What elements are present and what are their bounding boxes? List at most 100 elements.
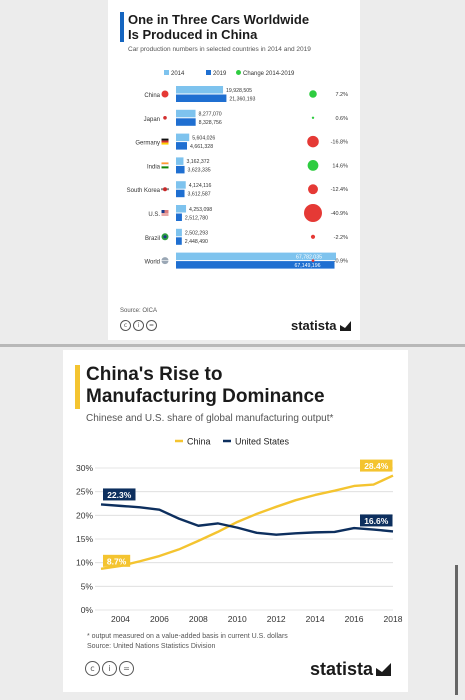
bar-label-2014: 67,782,035 [296, 254, 322, 260]
bar-2014 [176, 86, 224, 94]
statista-logo: statista [310, 659, 392, 680]
title-accent-bar [75, 365, 80, 409]
brazil-flag-icon [161, 233, 169, 241]
y-tick-label: 30% [76, 463, 93, 473]
germany-flag-icon [161, 138, 169, 145]
change-dot [310, 234, 316, 239]
us-start-callout: 22.3% [103, 488, 136, 501]
car-production-card: One in Three Cars Worldwide Is Produced … [108, 0, 360, 340]
line-chart-legend: China United States [175, 437, 290, 447]
bar-label-2014: 5,604,026 [192, 135, 215, 141]
bar-2019 [176, 94, 227, 102]
change-label: -40.9% [331, 211, 349, 217]
series-line-united-states [100, 503, 394, 536]
chart-title-line1: China's Rise to [86, 364, 223, 385]
section-divider [0, 344, 465, 347]
world-flag-icon [161, 257, 169, 265]
south-korea-flag-icon [161, 187, 169, 192]
no-derivatives-icon: = [119, 661, 134, 676]
bar-row-japan: Japan 8,277,070 8,328,756 0.6% [144, 109, 348, 126]
category-label: South Korea [127, 188, 161, 194]
bar-label-2019: 4,661,328 [190, 144, 213, 150]
x-tick-label: 2012 [267, 614, 286, 624]
scrollbar[interactable] [455, 565, 458, 695]
legend-swatch-1 [206, 70, 211, 75]
manufacturing-line-chart: China United States 0% 5% 10% 15% 20% 25% 30% 200… [76, 437, 403, 625]
bar-2014 [176, 252, 336, 261]
legend-swatch-2 [236, 70, 241, 75]
statista-logo-mark [339, 320, 351, 331]
bar-chart-legend: 2014 2019 Change 2014-2019 [164, 70, 295, 77]
china-end-callout: 28.4% [360, 459, 393, 472]
category-label: India [147, 164, 161, 170]
change-label: -0.9% [334, 259, 348, 265]
bar-label-2014: 2,502,293 [185, 231, 208, 237]
change-label: -12.4% [331, 187, 349, 193]
change-dot [311, 116, 315, 119]
bar-2019 [176, 189, 185, 198]
car-production-bar-chart: 2014 2019 Change 2014-2019 China 19,928,505… [127, 70, 349, 269]
y-tick-label: 10% [76, 558, 93, 568]
category-label: China [144, 93, 160, 99]
y-tick-label: 15% [76, 534, 93, 544]
bar-2014 [176, 181, 186, 189]
y-tick-label: 0% [81, 605, 94, 615]
svg-text:8.7%: 8.7% [107, 556, 127, 566]
india-flag-icon [161, 162, 169, 169]
chart-title-line2: Is Produced in China [128, 27, 258, 42]
statista-logo-mark [376, 663, 392, 676]
bar-label-2019: 2,512,780 [185, 215, 208, 221]
change-label: -16.8% [331, 140, 349, 146]
category-label: World [144, 260, 160, 266]
x-tick-label: 2004 [111, 614, 130, 624]
bar-row-u-s-: U.S. 4,253,098 2,512,780 -40.9% [148, 204, 348, 222]
legend-label-1: United States [235, 437, 290, 447]
japan-flag-icon [163, 116, 167, 120]
bar-2014 [176, 109, 196, 118]
footnote: * output measured on a value-added basis… [87, 633, 288, 640]
source-note: Source: OICA [120, 308, 158, 314]
bar-2014 [176, 133, 190, 142]
bar-2019 [176, 118, 196, 126]
bar-row-germany: Germany 5,604,026 4,661,328 -16.8% [135, 133, 349, 150]
chart-subtitle: Chinese and U.S. share of global manufac… [86, 413, 334, 424]
no-derivatives-icon: = [146, 320, 157, 331]
usa-flag-icon [161, 210, 169, 216]
category-label: Japan [144, 117, 160, 123]
bar-2019 [176, 142, 188, 150]
us-end-callout: 16.6% [360, 514, 393, 527]
bar-2014 [176, 157, 184, 165]
cc-icon: c [85, 661, 100, 676]
legend-label-2: Change 2014-2019 [243, 71, 295, 77]
bar-row-south-korea: South Korea 4,124,116 3,612,587 -12.4% [127, 181, 349, 198]
bar-label-2019: 21,360,193 [229, 96, 255, 102]
attribution-icon: i [102, 661, 117, 676]
chart-title-line2: Manufacturing Dominance [86, 386, 325, 407]
category-label: Germany [135, 141, 160, 147]
y-tick-label: 5% [81, 581, 94, 591]
license-icons: c i = [120, 320, 157, 331]
change-label: 7.2% [335, 92, 348, 98]
bar-2019 [176, 261, 335, 269]
svg-text:16.6%: 16.6% [364, 516, 389, 526]
change-dot [307, 160, 319, 171]
bar-label-2014: 19,928,505 [226, 88, 252, 94]
cc-icon: c [120, 320, 131, 331]
bar-2014 [176, 228, 182, 237]
statista-logo: statista [291, 318, 351, 333]
bar-label-2014: 4,124,116 [189, 183, 212, 189]
bar-row-world: World 67,782,035 67,149,196 -0.9% [144, 252, 348, 269]
x-tick-label: 2006 [150, 614, 169, 624]
change-dot [311, 259, 315, 262]
title-accent-bar [120, 12, 124, 42]
change-dot [308, 184, 318, 195]
x-tick-label: 2008 [189, 614, 208, 624]
license-icons: c i = [85, 661, 134, 676]
bar-row-india: India 3,162,372 3,623,335 14.6% [147, 157, 348, 174]
bar-label-2014: 4,253,098 [189, 207, 212, 213]
category-label: U.S. [148, 212, 160, 218]
svg-text:28.4%: 28.4% [364, 461, 389, 471]
x-tick-label: 2016 [345, 614, 364, 624]
manufacturing-share-card: China's Rise to Manufacturing Dominance … [63, 350, 408, 692]
x-tick-label: 2014 [306, 614, 325, 624]
